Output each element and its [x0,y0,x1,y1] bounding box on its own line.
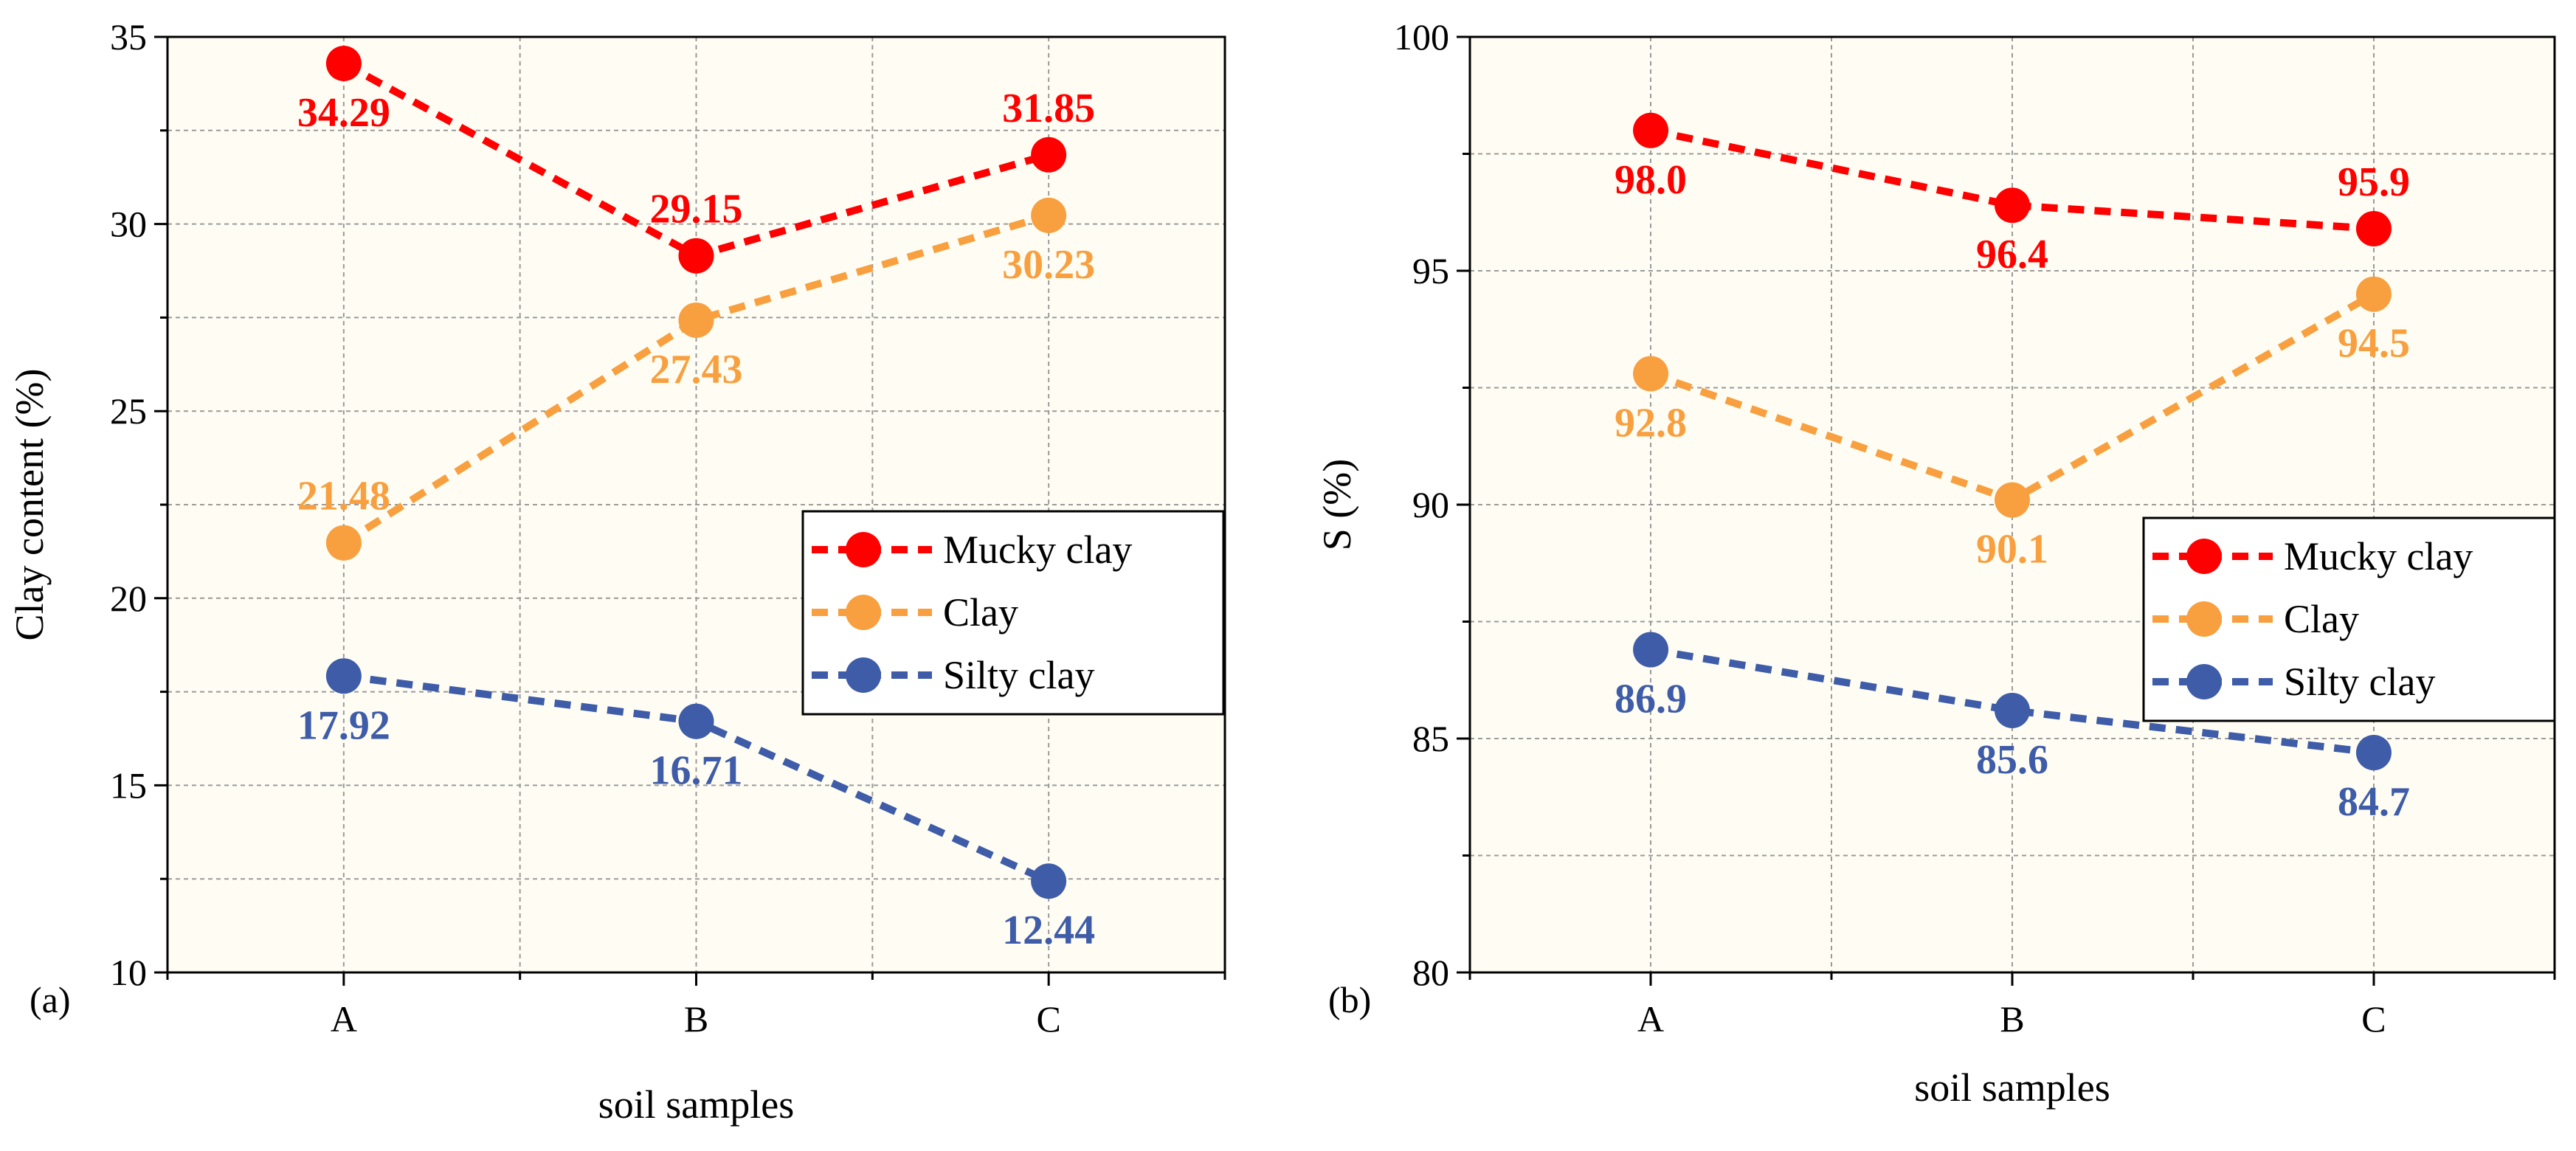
data-label-silty: 12.44 [1002,908,1095,953]
y-axis-title: Clay content (%) [7,369,52,641]
panel-label: (b) [1328,979,1371,1020]
data-point-mucky [1995,187,2030,224]
data-label-silty: 17.92 [297,702,390,748]
y-tick-label: 80 [1412,952,1449,993]
data-point-mucky [1633,112,1669,148]
x-tick-label: B [2000,998,2024,1040]
data-label-clay: 92.8 [1615,400,1687,446]
data-point-silty [1995,692,2030,728]
data-label-clay: 27.43 [650,347,743,393]
legend-label: Mucky clay [2284,534,2473,578]
data-point-silty [2355,735,2392,771]
x-tick-label: C [2361,998,2386,1040]
y-tick-label: 25 [110,390,147,432]
data-point-clay [325,525,362,561]
panel-label: (a) [30,979,71,1020]
legend: Mucky clay Clay Silty clay [2142,516,2556,722]
data-label-silty: 84.7 [2338,779,2410,825]
data-point-mucky [325,46,362,82]
data-point-mucky [2355,210,2392,246]
y-tick-label: 90 [1412,484,1449,525]
data-label-mucky: 96.4 [1976,232,2048,277]
y-tick-label: 30 [110,204,147,245]
y-tick-label: 85 [1412,718,1449,759]
data-point-clay [1031,197,1067,233]
legend-marker-clay [2186,601,2222,637]
data-label-silty: 85.6 [1976,737,2048,783]
x-tick-label: A [1637,998,1664,1040]
data-label-mucky: 98.0 [1615,157,1687,203]
y-tick-label: 15 [110,764,147,806]
legend-label: Silty clay [2284,660,2435,704]
data-label-clay: 21.48 [297,474,390,519]
data-point-silty [678,703,714,739]
y-axis-title: S (%) [1315,459,1359,550]
data-label-clay: 30.23 [1002,242,1095,288]
x-axis-title: soil samples [598,1082,795,1127]
legend: Mucky clay Clay Silty clay [801,510,1225,716]
data-point-clay [2355,276,2392,312]
data-point-clay [1995,482,2030,518]
y-tick-label: 35 [110,16,147,58]
data-label-clay: 94.5 [2338,321,2410,367]
data-label-silty: 16.71 [650,748,743,794]
legend-marker-mucky [846,532,881,567]
data-label-clay: 90.1 [1976,527,2048,573]
legend-marker-silty [846,657,881,693]
data-label-mucky: 95.9 [2338,159,2410,205]
legend-label: Clay [943,590,1018,635]
x-axis-title: soil samples [1914,1065,2110,1110]
data-point-mucky [1031,136,1067,173]
series-line-silty [1650,646,2375,756]
data-point-silty [325,658,362,694]
data-point-silty [1031,863,1067,899]
legend-label: Silty clay [943,653,1094,697]
legend-label: Clay [2284,597,2359,641]
data-label-mucky: 31.85 [1002,86,1095,131]
x-tick-label: B [684,998,708,1040]
legend-label: Mucky clay [943,528,1132,572]
data-point-clay [678,302,714,338]
data-point-mucky [678,238,714,274]
y-tick-label: 20 [110,578,147,619]
data-point-clay [1633,356,1669,392]
data-label-silty: 86.9 [1615,677,1687,722]
y-tick-label: 95 [1412,250,1449,291]
data-label-mucky: 34.29 [297,90,390,136]
legend-marker-mucky [2186,539,2222,574]
series-line-clay [342,212,1050,546]
y-tick-label: 10 [110,952,147,993]
data-label-mucky: 29.15 [650,187,743,232]
x-tick-label: C [1036,998,1060,1040]
y-tick-label: 100 [1394,16,1449,58]
legend-marker-silty [2186,664,2222,699]
x-tick-label: A [331,998,357,1040]
legend-marker-clay [846,595,881,630]
data-point-silty [1633,632,1669,668]
